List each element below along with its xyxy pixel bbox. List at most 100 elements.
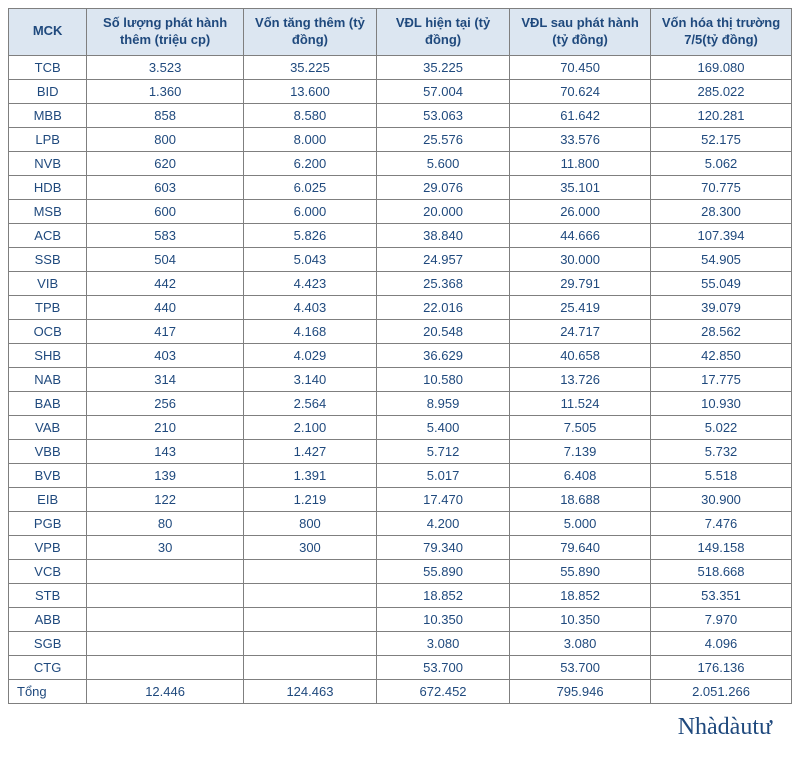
table-cell: 57.004 bbox=[377, 79, 510, 103]
table-cell: 122 bbox=[87, 487, 244, 511]
table-cell: 6.025 bbox=[243, 175, 376, 199]
table-cell: 18.852 bbox=[377, 583, 510, 607]
table-cell: NAB bbox=[9, 367, 87, 391]
table-header-cell: VĐL sau phát hành (tỷ đồng) bbox=[510, 9, 651, 56]
table-header-cell: Vốn hóa thị trường 7/5(tỷ đồng) bbox=[651, 9, 792, 56]
table-cell: SSB bbox=[9, 247, 87, 271]
table-cell: 18.852 bbox=[510, 583, 651, 607]
table-cell: LPB bbox=[9, 127, 87, 151]
table-cell: CTG bbox=[9, 655, 87, 679]
table-cell: PGB bbox=[9, 511, 87, 535]
table-row: SSB5045.04324.95730.00054.905 bbox=[9, 247, 792, 271]
table-cell: STB bbox=[9, 583, 87, 607]
table-cell: 7.476 bbox=[651, 511, 792, 535]
table-row: BID1.36013.60057.00470.624285.022 bbox=[9, 79, 792, 103]
table-cell: 30.900 bbox=[651, 487, 792, 511]
table-cell: BID bbox=[9, 79, 87, 103]
table-row: EIB1221.21917.47018.68830.900 bbox=[9, 487, 792, 511]
table-cell: 139 bbox=[87, 463, 244, 487]
table-cell: 583 bbox=[87, 223, 244, 247]
table-cell: 256 bbox=[87, 391, 244, 415]
table-cell: VIB bbox=[9, 271, 87, 295]
table-cell: 1.219 bbox=[243, 487, 376, 511]
table-row: HDB6036.02529.07635.10170.775 bbox=[9, 175, 792, 199]
table-cell: HDB bbox=[9, 175, 87, 199]
table-cell: 5.732 bbox=[651, 439, 792, 463]
table-cell: 124.463 bbox=[243, 679, 376, 703]
table-cell: 1.427 bbox=[243, 439, 376, 463]
table-cell: 300 bbox=[243, 535, 376, 559]
table-cell: 4.096 bbox=[651, 631, 792, 655]
table-cell: 3.140 bbox=[243, 367, 376, 391]
table-row: VPB3030079.34079.640149.158 bbox=[9, 535, 792, 559]
table-cell: VAB bbox=[9, 415, 87, 439]
table-cell: 53.351 bbox=[651, 583, 792, 607]
table-cell: 22.016 bbox=[377, 295, 510, 319]
table-header-cell: Số lượng phát hành thêm (triệu cp) bbox=[87, 9, 244, 56]
table-cell: 285.022 bbox=[651, 79, 792, 103]
table-cell: 28.562 bbox=[651, 319, 792, 343]
table-row: MSB6006.00020.00026.00028.300 bbox=[9, 199, 792, 223]
table-cell: 6.200 bbox=[243, 151, 376, 175]
table-cell: 42.850 bbox=[651, 343, 792, 367]
table-cell: 8.959 bbox=[377, 391, 510, 415]
table-cell: 672.452 bbox=[377, 679, 510, 703]
table-cell: VBB bbox=[9, 439, 87, 463]
table-header: MCKSố lượng phát hành thêm (triệu cp)Vốn… bbox=[9, 9, 792, 56]
table-cell: 10.350 bbox=[510, 607, 651, 631]
table-header-cell: MCK bbox=[9, 9, 87, 56]
table-cell: 2.100 bbox=[243, 415, 376, 439]
table-cell bbox=[87, 607, 244, 631]
table-cell: 26.000 bbox=[510, 199, 651, 223]
table-cell: 169.080 bbox=[651, 55, 792, 79]
table-cell: SGB bbox=[9, 631, 87, 655]
table-cell: 440 bbox=[87, 295, 244, 319]
table-cell: 504 bbox=[87, 247, 244, 271]
table-cell: 5.600 bbox=[377, 151, 510, 175]
table-cell: MSB bbox=[9, 199, 87, 223]
table-cell: 52.175 bbox=[651, 127, 792, 151]
table-row: BAB2562.5648.95911.52410.930 bbox=[9, 391, 792, 415]
table-cell: ABB bbox=[9, 607, 87, 631]
table-cell: 603 bbox=[87, 175, 244, 199]
table-cell bbox=[243, 607, 376, 631]
table-cell: BVB bbox=[9, 463, 87, 487]
table-cell: 176.136 bbox=[651, 655, 792, 679]
table-cell: 5.022 bbox=[651, 415, 792, 439]
table-cell: 403 bbox=[87, 343, 244, 367]
table-cell: 13.600 bbox=[243, 79, 376, 103]
table-cell: 30 bbox=[87, 535, 244, 559]
table-row: ACB5835.82638.84044.666107.394 bbox=[9, 223, 792, 247]
table-cell: 7.970 bbox=[651, 607, 792, 631]
table-row: BVB1391.3915.0176.4085.518 bbox=[9, 463, 792, 487]
table-cell: 6.408 bbox=[510, 463, 651, 487]
table-cell: 70.624 bbox=[510, 79, 651, 103]
table-cell: 8.000 bbox=[243, 127, 376, 151]
table-cell: 5.712 bbox=[377, 439, 510, 463]
table-cell: 61.642 bbox=[510, 103, 651, 127]
table-cell: 6.000 bbox=[243, 199, 376, 223]
table-cell: 8.580 bbox=[243, 103, 376, 127]
table-cell bbox=[243, 559, 376, 583]
table-cell: 54.905 bbox=[651, 247, 792, 271]
table-cell: 70.450 bbox=[510, 55, 651, 79]
table-cell: 1.360 bbox=[87, 79, 244, 103]
table-cell: 107.394 bbox=[651, 223, 792, 247]
table-cell: SHB bbox=[9, 343, 87, 367]
table-header-cell: Vốn tăng thêm (tỷ đồng) bbox=[243, 9, 376, 56]
table-cell: ACB bbox=[9, 223, 87, 247]
table-cell bbox=[87, 559, 244, 583]
table-cell: 2.564 bbox=[243, 391, 376, 415]
table-cell: 25.419 bbox=[510, 295, 651, 319]
table-cell: 4.029 bbox=[243, 343, 376, 367]
table-row: SHB4034.02936.62940.65842.850 bbox=[9, 343, 792, 367]
table-cell: 143 bbox=[87, 439, 244, 463]
table-cell: 4.200 bbox=[377, 511, 510, 535]
table-cell: 3.080 bbox=[377, 631, 510, 655]
table-cell bbox=[243, 583, 376, 607]
table-row: VIB4424.42325.36829.79155.049 bbox=[9, 271, 792, 295]
table-cell: 5.017 bbox=[377, 463, 510, 487]
table-cell: VCB bbox=[9, 559, 87, 583]
table-cell: 5.826 bbox=[243, 223, 376, 247]
table-cell: 3.080 bbox=[510, 631, 651, 655]
